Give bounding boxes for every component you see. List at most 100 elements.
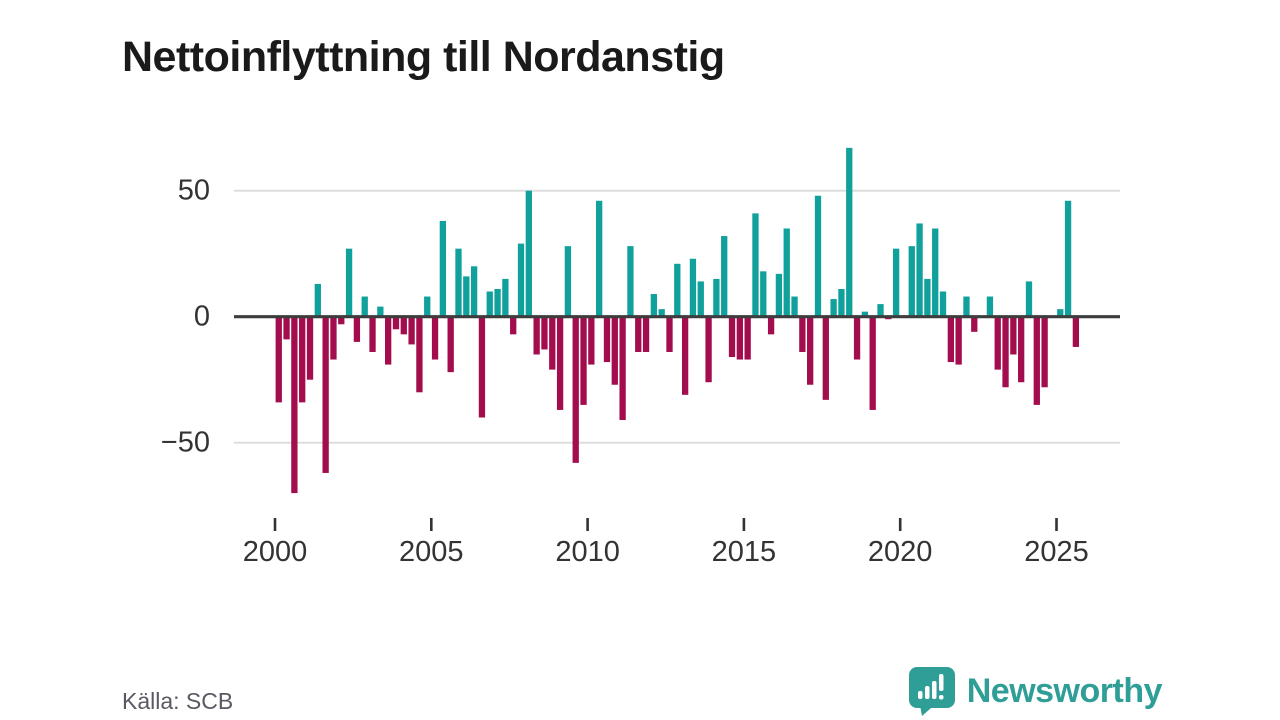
bar [361,296,368,317]
bar [908,246,915,317]
bar [947,316,954,363]
bar [275,316,282,403]
bar [392,316,400,330]
bar [916,223,923,317]
bar [971,316,978,332]
bar [385,316,392,365]
bar [330,316,337,360]
bar [799,316,806,352]
bar [463,276,470,317]
bar [306,316,314,380]
newsworthy-logo-icon [908,667,955,716]
bar [877,304,884,317]
bar [713,278,720,317]
bar [924,278,931,317]
bar [1064,200,1072,317]
bar [939,291,947,317]
bar [431,316,439,360]
bar [486,291,493,317]
bar [525,190,532,317]
bar [533,316,540,355]
newsworthy-logo-text: Newsworthy [966,671,1163,710]
x-tick-label: 2005 [399,536,464,568]
bar [549,316,556,370]
bar [510,316,517,335]
bar [728,316,736,358]
bar [588,316,595,365]
bar [869,316,876,410]
page-title: Nettoinflyttning till Nordanstig [122,32,725,81]
bar [494,288,501,317]
bar [963,296,970,317]
bar [478,316,486,418]
bar [455,248,462,317]
bar [775,273,783,317]
bar [564,246,572,317]
bar [994,316,1001,370]
bar [752,213,759,317]
bar [830,299,837,317]
bar [627,246,634,317]
bar [299,316,306,403]
bar [697,281,704,317]
bar [408,316,415,345]
bar [814,195,822,317]
bar [674,263,681,317]
bar [861,311,869,317]
bar [353,316,361,342]
bar [955,316,962,365]
bar [642,316,650,352]
bar [345,248,353,317]
source-note: Källa: SCB [122,688,234,714]
bar [838,288,845,317]
bar [322,316,329,473]
bar [517,243,525,317]
bar [603,316,611,363]
bar [822,316,829,400]
bar [791,296,798,317]
bar [689,258,697,317]
bar [424,296,431,317]
bar [541,316,548,350]
bar [400,316,407,335]
bar [1010,316,1017,355]
bar [283,316,290,340]
bar [986,296,994,317]
bar [377,306,384,317]
bar [666,316,673,352]
bar [892,248,900,317]
bar [447,316,454,373]
bar [721,236,728,317]
bar [439,220,447,317]
newsworthy-logo: Newsworthy [908,666,1163,716]
bar [846,147,853,317]
bar [596,200,603,317]
bar [705,316,712,383]
bar [338,316,345,325]
bar [635,316,642,352]
x-tick-label: 2020 [867,536,933,568]
bar [1057,309,1064,317]
bar [1018,316,1025,383]
bar [853,316,861,360]
bar [572,316,579,463]
bar [556,316,564,410]
bar [658,309,665,317]
bar [736,316,743,360]
x-tick-label: 2000 [242,536,308,568]
bar [783,228,790,317]
bar [1072,316,1080,347]
bar [1041,316,1048,388]
bar [1025,281,1033,317]
bar [807,316,814,385]
bar [291,316,298,494]
bar [650,294,658,317]
bar [416,316,423,393]
y-tick-label: −50 [160,426,210,459]
bar [760,271,767,317]
bar [767,316,775,335]
bar [502,278,509,317]
y-tick-label: 0 [193,300,210,333]
bar [611,316,618,385]
